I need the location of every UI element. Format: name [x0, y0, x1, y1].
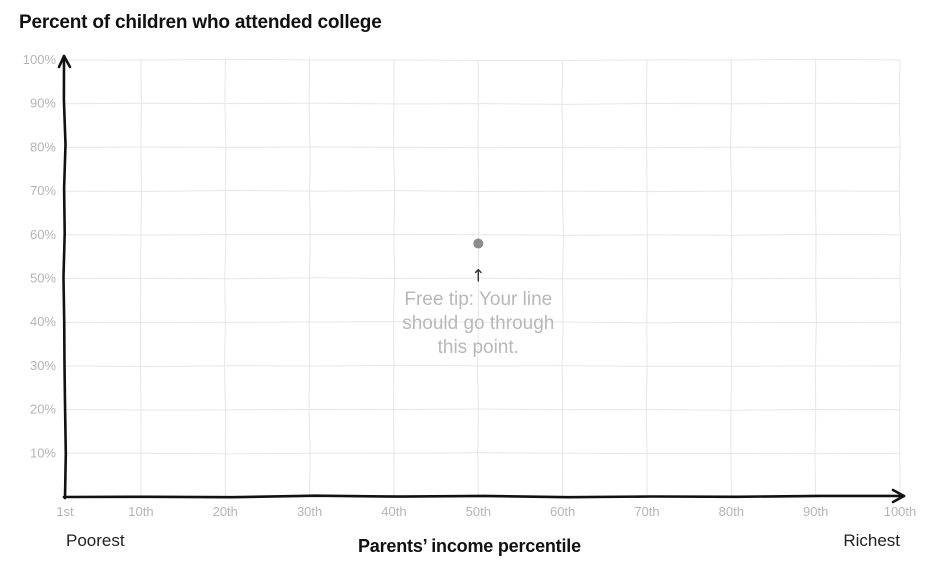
x-axis-arrowhead: [891, 488, 906, 504]
grid-line-horizontal: [64, 364, 901, 368]
grid-line-horizontal: [64, 233, 901, 236]
y-tick-label: 80%: [30, 139, 56, 154]
x-tick-label: 60th: [550, 504, 575, 519]
hint-annotation-line: Free tip: Your line: [404, 289, 553, 310]
grid-line-horizontal: [64, 321, 901, 324]
grid-line-vertical: [308, 59, 311, 498]
y-tick-label: 70%: [30, 183, 56, 198]
x-end-label-richest: Richest: [843, 531, 900, 550]
y-tick-label: 10%: [30, 445, 56, 460]
grid-line-horizontal: [64, 277, 901, 280]
chart-title: Percent of children who attended college: [19, 12, 382, 33]
y-tick-label: 90%: [30, 96, 56, 111]
y-axis-line: [62, 54, 68, 500]
grid-line-vertical: [223, 59, 227, 497]
x-tick-label: 40th: [381, 504, 406, 519]
hint-annotation-line: this point.: [437, 337, 519, 358]
x-tick-label: 80th: [719, 504, 744, 519]
y-tick-label: 100%: [23, 52, 57, 67]
grid-line-vertical: [729, 60, 733, 498]
grid-line-horizontal: [64, 146, 900, 149]
hint-annotation-line: should go through: [402, 313, 555, 334]
x-end-label-poorest: Poorest: [66, 531, 125, 550]
hint-point-marker: [473, 238, 484, 249]
x-tick-label: 70th: [634, 504, 659, 519]
hint-arrow-icon: ↑: [471, 267, 485, 287]
y-tick-label: 40%: [30, 314, 56, 329]
grid-line-horizontal: [65, 452, 901, 455]
x-axis-ticks: 1st 10th 20th 30th 40th 50th 60th 70th 80th 90th 1…: [56, 504, 916, 519]
x-axis-title: Parents’ income percentile: [358, 536, 581, 556]
grid-line-vertical: [814, 59, 817, 498]
grid-line-vertical: [645, 59, 649, 498]
grid-line-vertical: [898, 59, 902, 498]
grid-line-vertical: [392, 60, 396, 498]
y-tick-label: 30%: [30, 358, 56, 373]
y-axis-ticks: 10% 20% 30% 40% 50% 60% 70% 80% 90% 100%: [23, 52, 57, 460]
x-tick-label: 30th: [297, 504, 322, 519]
y-tick-label: 60%: [30, 227, 56, 242]
y-tick-label: 20%: [30, 402, 56, 417]
x-tick-label: 50th: [466, 504, 491, 519]
grid-line-vertical: [140, 59, 143, 498]
grid-line-vertical: [477, 59, 480, 498]
grid-lines: [64, 58, 902, 498]
x-tick-label: 10th: [128, 504, 153, 519]
x-axis-line: [62, 494, 906, 499]
x-tick-label: 100th: [884, 504, 917, 519]
x-tick-label: 90th: [803, 504, 828, 519]
grid-line-vertical: [561, 59, 564, 498]
x-tick-label: 20th: [213, 504, 238, 519]
grid-line-horizontal: [64, 408, 901, 411]
grid-line-horizontal: [64, 58, 901, 61]
y-axis-arrowhead: [57, 54, 72, 69]
y-tick-label: 50%: [30, 271, 56, 286]
grid-line-horizontal: [64, 102, 901, 105]
x-tick-label: 1st: [56, 504, 74, 519]
grid-line-horizontal: [64, 189, 901, 193]
hint-annotation: Free tip: Your line should go through th…: [388, 288, 568, 360]
